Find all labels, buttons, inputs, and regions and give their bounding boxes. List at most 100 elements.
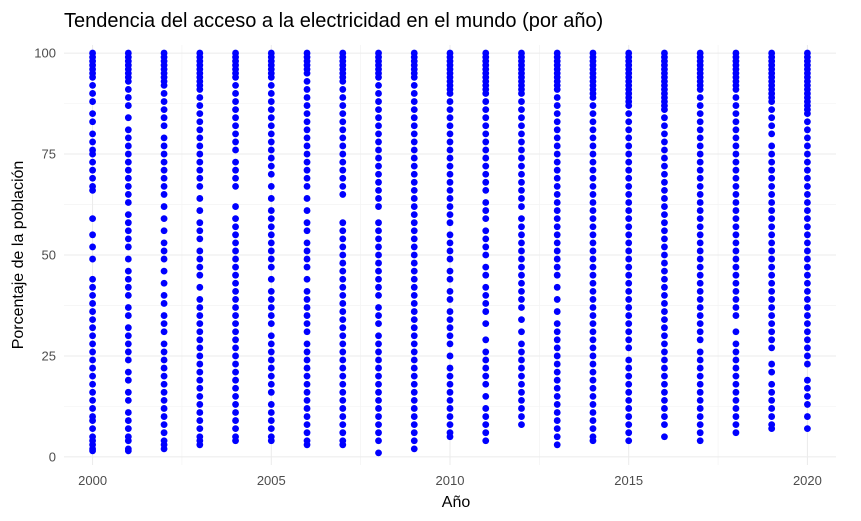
data-point — [625, 437, 633, 445]
data-point — [696, 223, 704, 231]
data-point — [696, 429, 704, 437]
data-point — [196, 425, 204, 433]
data-point — [160, 291, 168, 299]
data-point — [732, 126, 740, 134]
data-point — [410, 324, 418, 332]
data-point — [661, 316, 668, 324]
data-point — [553, 182, 561, 190]
data-point — [410, 388, 418, 396]
data-point — [732, 413, 740, 420]
data-point — [518, 223, 525, 231]
data-point — [196, 352, 204, 360]
data-point — [446, 364, 454, 372]
data-point — [518, 130, 525, 138]
data-point — [89, 158, 96, 166]
data-point — [732, 287, 740, 295]
data-point — [482, 263, 490, 271]
data-point — [124, 174, 132, 182]
data-point — [589, 368, 597, 376]
data-point — [804, 384, 811, 392]
data-point — [89, 231, 96, 239]
data-point — [553, 376, 561, 384]
data-point — [232, 296, 239, 303]
data-point — [375, 170, 382, 178]
data-point — [482, 235, 490, 243]
data-point — [124, 275, 132, 283]
data-point — [696, 191, 704, 198]
data-point — [303, 102, 311, 109]
data-point — [410, 211, 418, 219]
data-point — [661, 251, 668, 259]
data-point — [375, 186, 382, 194]
data-point — [196, 401, 204, 408]
data-point — [518, 296, 525, 303]
data-point — [160, 421, 168, 429]
data-point — [267, 138, 275, 146]
data-point — [446, 340, 454, 348]
data-point — [446, 211, 454, 219]
data-point — [446, 247, 454, 255]
data-point — [89, 405, 96, 412]
data-point — [375, 332, 382, 340]
data-point — [482, 283, 490, 291]
data-point — [732, 247, 740, 255]
data-point — [303, 126, 311, 134]
data-point — [89, 110, 96, 118]
data-point — [89, 356, 96, 364]
data-point — [124, 77, 132, 85]
data-point — [339, 259, 347, 267]
data-point — [375, 267, 382, 275]
data-point — [625, 405, 633, 412]
data-point — [482, 90, 490, 97]
data-point — [446, 219, 454, 227]
data-point — [196, 86, 204, 93]
data-point — [410, 396, 418, 404]
data-point — [89, 118, 96, 126]
data-point — [232, 368, 239, 376]
data-point — [553, 320, 561, 328]
data-point — [553, 110, 561, 118]
data-point — [553, 344, 561, 352]
data-point — [339, 243, 347, 251]
data-point — [482, 300, 490, 307]
data-point — [553, 352, 561, 360]
data-point — [232, 401, 239, 408]
data-point — [124, 191, 132, 198]
data-point — [267, 401, 275, 408]
data-point — [446, 130, 454, 138]
data-point — [804, 134, 811, 142]
data-point — [589, 247, 597, 255]
data-point — [804, 328, 811, 336]
data-point — [375, 312, 382, 319]
data-point — [267, 296, 275, 303]
data-point — [196, 296, 204, 303]
data-point — [339, 324, 347, 332]
data-point — [661, 170, 668, 178]
data-point — [375, 98, 382, 105]
data-point — [482, 122, 490, 130]
data-point — [303, 227, 311, 235]
data-point — [768, 231, 776, 239]
data-point — [589, 223, 597, 231]
data-point — [124, 376, 132, 384]
data-point — [625, 182, 633, 190]
data-point — [553, 433, 561, 441]
data-point — [160, 215, 168, 223]
data-point — [89, 396, 96, 404]
data-point — [553, 296, 561, 303]
data-point — [410, 251, 418, 259]
data-point — [625, 320, 633, 328]
data-point — [267, 364, 275, 372]
data-point — [375, 396, 382, 404]
data-point — [89, 340, 96, 348]
data-point — [89, 243, 96, 251]
data-point — [267, 73, 275, 81]
data-point — [518, 348, 525, 356]
data-point — [518, 388, 525, 396]
data-point — [339, 191, 347, 198]
data-point — [160, 203, 168, 210]
data-point — [446, 114, 454, 122]
data-point — [661, 138, 668, 146]
data-point — [267, 312, 275, 319]
